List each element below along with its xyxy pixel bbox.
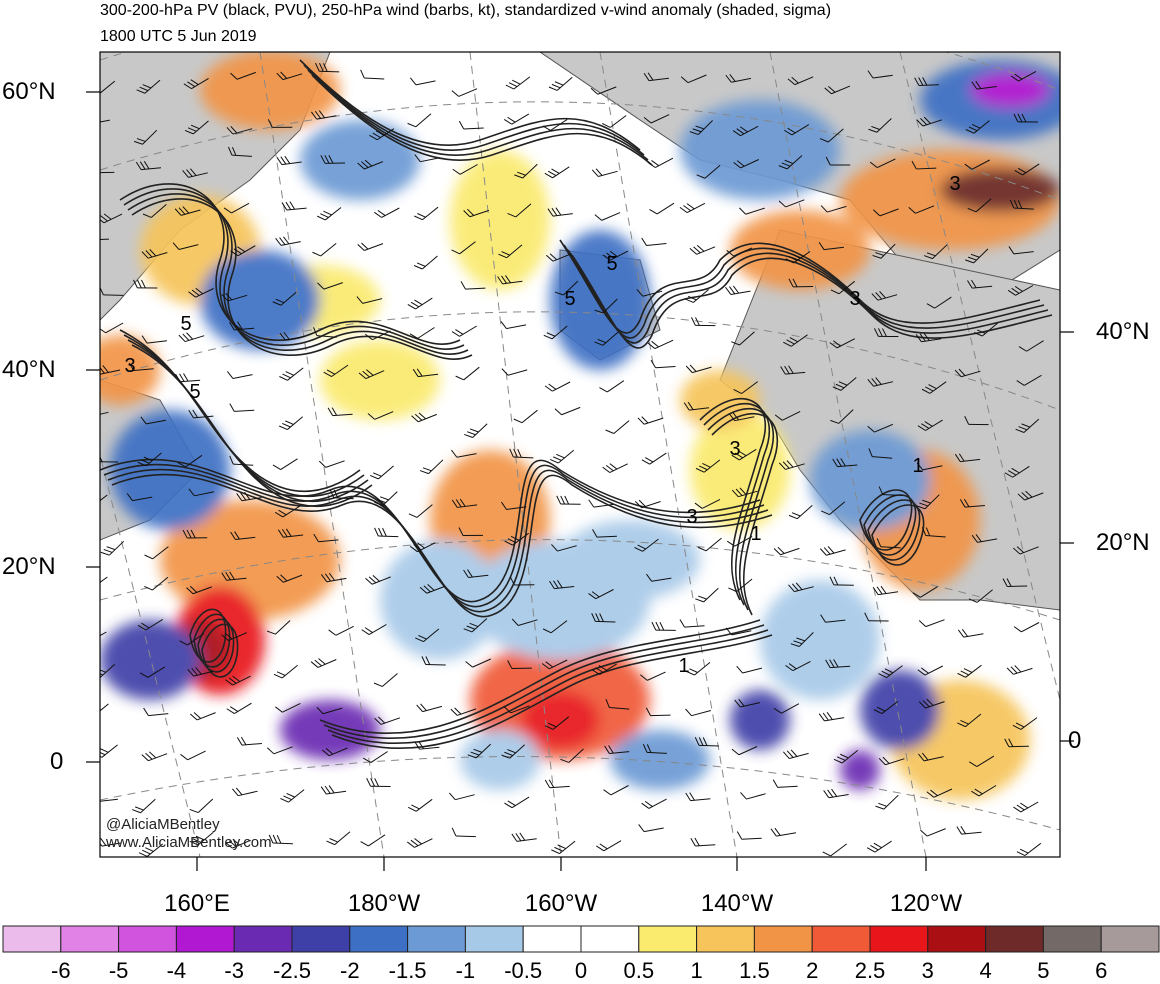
colorbar-swatch: [754, 926, 812, 952]
lat-label-left: 60°N: [2, 78, 56, 106]
colorbar-swatch: [408, 926, 466, 952]
title-line-1: 300-200-hPa PV (black, PVU), 250-hPa win…: [100, 2, 831, 20]
colorbar-swatch: [350, 926, 408, 952]
colorbar-label: 1.5: [739, 958, 770, 984]
colorbar-label: 0: [575, 958, 587, 984]
lat-label-right: 20°N: [1096, 529, 1150, 557]
colorbar-label: -6: [51, 958, 71, 984]
lon-label: 140°W: [701, 890, 773, 918]
colorbar-label: 0.5: [624, 958, 655, 984]
anomaly-blob: [610, 730, 710, 790]
colorbar-swatch: [61, 926, 119, 952]
colorbar-swatch: [870, 926, 928, 952]
colorbar-label: 5: [1037, 958, 1049, 984]
lon-label: 160°W: [525, 890, 597, 918]
lat-label-left: 0: [50, 748, 63, 776]
colorbar-swatch: [176, 926, 234, 952]
contour-label: 3: [124, 355, 135, 377]
contour-label: 3: [686, 506, 697, 528]
lon-label: 180°W: [348, 890, 420, 918]
contour-label: 5: [180, 313, 191, 335]
anomaly-blob: [100, 620, 200, 700]
colorbar-swatch: [986, 926, 1044, 952]
contour-label: 3: [729, 438, 740, 460]
lat-label-left: 20°N: [2, 553, 56, 581]
contour-label: 5: [606, 253, 617, 275]
colorbar-swatch: [812, 926, 870, 952]
credit-handle: @AliciaMBentley: [106, 816, 220, 833]
contour-label: 3: [949, 173, 960, 195]
colorbar-swatch: [119, 926, 177, 952]
lon-label: 160°E: [164, 890, 230, 918]
contour-label: 1: [750, 523, 761, 545]
colorbar-label: 4: [979, 958, 991, 984]
colorbar-swatch: [581, 926, 639, 952]
colorbar-label: 2: [806, 958, 818, 984]
map-panel: 5 5 5 5 3 3 3 3 3 1 1 1: [0, 0, 1080, 859]
colorbar-swatch: [928, 926, 986, 952]
anomaly-blob: [460, 730, 540, 790]
colorbar-label: 2.5: [855, 958, 886, 984]
anomaly-blob: [560, 520, 700, 600]
colorbar-swatch: [1043, 926, 1101, 952]
colorbar-label: 1: [690, 958, 702, 984]
anomaly-blob: [840, 750, 880, 790]
anomaly-blob: [300, 120, 420, 200]
colorbar-label: -4: [167, 958, 187, 984]
contour-label: 1: [678, 655, 689, 677]
lat-label-left: 40°N: [2, 356, 56, 384]
colorbar-label: -0.5: [504, 958, 542, 984]
title-line-2: 1800 UTC 5 Jun 2019: [100, 28, 257, 46]
colorbar-label: -1: [456, 958, 476, 984]
colorbar-swatch: [639, 926, 697, 952]
colorbar-label: -2: [340, 958, 360, 984]
colorbar-swatch: [1101, 926, 1159, 952]
anomaly-blob: [970, 72, 1050, 108]
lat-label-right: 0: [1068, 727, 1081, 755]
colorbar-swatch: [465, 926, 523, 952]
colorbar-swatch: [292, 926, 350, 952]
colorbar-swatch: [234, 926, 292, 952]
colorbar-label: -3: [224, 958, 244, 984]
anomaly-blob: [680, 100, 840, 200]
colorbar-label: -5: [109, 958, 129, 984]
colorbar-label: -2.5: [273, 958, 311, 984]
anomaly-blob: [860, 670, 940, 750]
contour-label: 1: [912, 455, 923, 477]
credit-website: www.AliciaMBentley.com: [106, 834, 272, 851]
contour-label: 5: [189, 381, 200, 403]
colorbar-swatch: [3, 926, 61, 952]
map-figure: 5 5 5 5 3 3 3 3 3 1 1 1: [0, 0, 1160, 920]
contour-label: 3: [849, 288, 860, 310]
colorbar-label: -1.5: [389, 958, 427, 984]
colorbar-swatch: [697, 926, 755, 952]
anomaly-blob: [200, 50, 340, 130]
colorbar-label: 3: [922, 958, 934, 984]
contour-label: 5: [564, 288, 575, 310]
anomaly-blob: [760, 580, 880, 700]
lat-label-right: 40°N: [1096, 318, 1150, 346]
lon-label: 120°W: [890, 890, 962, 918]
colorbar-swatch: [523, 926, 581, 952]
colorbar-label: 6: [1095, 958, 1107, 984]
colorbar: [0, 925, 1160, 955]
